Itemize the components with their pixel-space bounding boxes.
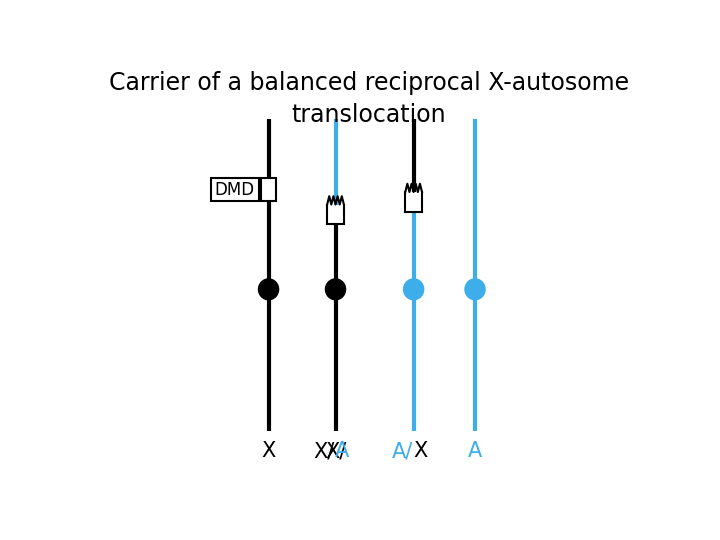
Bar <box>405 192 422 212</box>
Ellipse shape <box>465 279 485 300</box>
Ellipse shape <box>258 279 279 300</box>
Text: Carrier of a balanced reciprocal X-autosome
translocation: Carrier of a balanced reciprocal X-autos… <box>109 71 629 127</box>
Bar <box>211 178 258 201</box>
Text: A: A <box>335 442 349 462</box>
Text: X/: X/ <box>325 442 346 462</box>
Bar <box>327 205 344 225</box>
Text: X/: X/ <box>314 442 335 462</box>
Ellipse shape <box>404 279 423 300</box>
Text: A/: A/ <box>392 442 413 462</box>
Text: X: X <box>413 442 428 462</box>
Text: A: A <box>468 442 482 462</box>
Ellipse shape <box>325 279 346 300</box>
Bar <box>261 178 276 201</box>
Text: X: X <box>261 442 276 462</box>
Text: DMD: DMD <box>215 180 255 199</box>
